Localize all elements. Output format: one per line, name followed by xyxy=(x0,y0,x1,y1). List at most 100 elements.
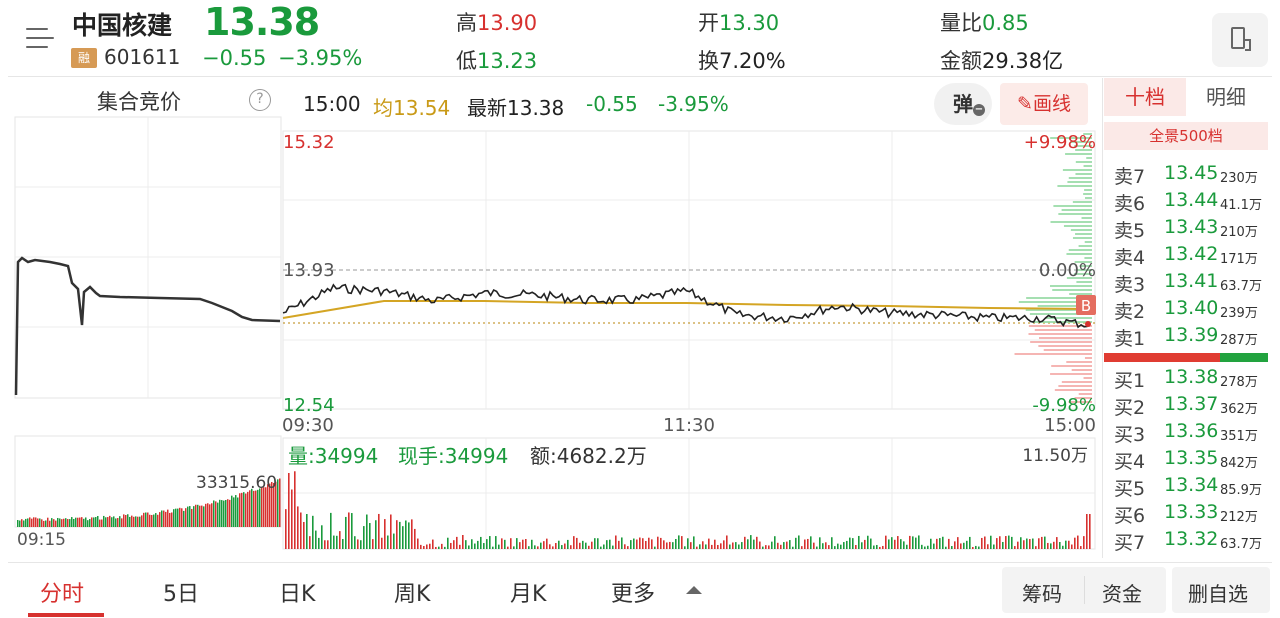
volume-bar xyxy=(930,538,932,549)
bid-label: 买5 xyxy=(1114,478,1146,500)
tab-week-k[interactable]: 周K xyxy=(394,582,431,607)
ask-depth-bar xyxy=(1075,161,1092,163)
x-end-label: 15:00 xyxy=(1044,415,1096,436)
tab-detail[interactable]: 明细 xyxy=(1206,85,1246,109)
volume-bar xyxy=(588,545,590,549)
panorama-500-button[interactable]: 全景500档 xyxy=(1104,122,1268,150)
auction-volume-bar xyxy=(21,519,23,527)
auction-volume-bar xyxy=(259,488,261,527)
ask-row[interactable]: 卖3 13.41 63.7万 xyxy=(1110,270,1270,297)
volume-bar xyxy=(534,545,536,549)
ask-row[interactable]: 卖1 13.39 287万 xyxy=(1110,324,1270,351)
help-icon[interactable]: ? xyxy=(249,89,271,111)
volume-bar xyxy=(1002,541,1004,549)
auction-volume-bar xyxy=(215,501,217,527)
volume-bar xyxy=(408,522,410,549)
volume-bar xyxy=(855,545,857,549)
bid-price: 13.35 xyxy=(1164,447,1219,469)
volume-bar xyxy=(900,539,902,549)
volume-bar xyxy=(1068,540,1070,549)
tab-month-k[interactable]: 月K xyxy=(510,582,547,607)
volume-bar xyxy=(606,540,608,549)
ask-row[interactable]: 卖5 13.43 210万 xyxy=(1110,216,1270,243)
menu-icon[interactable] xyxy=(26,24,58,52)
popup-toggle-button[interactable]: 弹 − xyxy=(934,83,992,125)
remove-watchlist-button[interactable] xyxy=(1172,567,1270,613)
auction-volume-bar xyxy=(17,520,19,527)
tab-intraday[interactable]: 分时 xyxy=(40,582,85,607)
bid-price: 13.32 xyxy=(1164,528,1219,550)
chips-button[interactable]: 筹码 xyxy=(1022,582,1062,606)
auction-volume-bar xyxy=(239,493,241,527)
intraday-chart[interactable]: 33315.60 09:15 15.32 13.93 12.54 +9.98% … xyxy=(0,0,1100,560)
bid-row[interactable]: 买4 13.35 842万 xyxy=(1110,447,1270,474)
caret-up-icon[interactable] xyxy=(686,586,702,594)
volume-bar xyxy=(381,537,383,549)
volume-bar xyxy=(660,537,662,549)
tab-ten-levels[interactable]: 十档 xyxy=(1104,78,1186,116)
volume-bar xyxy=(582,540,584,549)
volume-bar xyxy=(789,540,791,549)
amount-info: 额:4682.2万 xyxy=(530,444,647,468)
volume-bar xyxy=(459,544,461,549)
volume-bar xyxy=(309,536,311,549)
bid-row[interactable]: 买1 13.38 278万 xyxy=(1110,366,1270,393)
tab-five-day[interactable]: 5日 xyxy=(163,582,199,607)
ask-volume: 239万 xyxy=(1220,306,1258,321)
ask-ratio-bar xyxy=(1220,353,1268,362)
ask-label: 卖4 xyxy=(1114,247,1146,269)
volume-bar xyxy=(633,538,635,549)
auction-volume-bar xyxy=(171,512,173,527)
funds-button[interactable]: 资金 xyxy=(1102,582,1142,606)
auction-volume-bar xyxy=(167,509,169,527)
ask-volume: 287万 xyxy=(1220,333,1258,348)
volume-bar xyxy=(471,539,473,549)
auction-volume-bar xyxy=(207,503,209,527)
bid-row[interactable]: 买7 13.32 63.7万 xyxy=(1110,528,1270,555)
tab-more[interactable]: 更多 xyxy=(611,582,656,607)
auction-volume-bar xyxy=(61,519,63,527)
ask-row[interactable]: 卖2 13.40 239万 xyxy=(1110,297,1270,324)
auction-volume-bar xyxy=(43,520,45,527)
volume-bar xyxy=(729,544,731,549)
bid-row[interactable]: 买5 13.34 85.9万 xyxy=(1110,474,1270,501)
ask-depth-bar xyxy=(1045,317,1092,319)
auction-volume-bar xyxy=(73,518,75,527)
auction-volume-bar xyxy=(203,506,205,527)
volume-bar xyxy=(348,512,350,549)
draw-line-button[interactable]: ✎画线 xyxy=(1000,83,1088,125)
volume-bar xyxy=(1053,541,1055,549)
tab-day-k[interactable]: 日K xyxy=(279,582,316,607)
ask-depth-bar xyxy=(1074,261,1092,263)
landscape-toggle-button[interactable] xyxy=(1212,13,1268,67)
volume-bar xyxy=(936,538,938,549)
bid-row[interactable]: 买3 13.36 351万 xyxy=(1110,420,1270,447)
bid-price: 13.37 xyxy=(1164,393,1219,415)
ask-depth-bar xyxy=(1066,277,1092,279)
action-divider xyxy=(1084,576,1085,604)
volume-bar xyxy=(756,536,758,549)
bid-price: 13.34 xyxy=(1164,474,1219,496)
ask-row[interactable]: 卖6 13.44 41.1万 xyxy=(1110,189,1270,216)
auction-volume-bar xyxy=(221,500,223,527)
volume-bar xyxy=(942,536,944,549)
volume-bar xyxy=(636,539,638,549)
bid-row[interactable]: 买2 13.37 362万 xyxy=(1110,393,1270,420)
auction-volume-bar xyxy=(125,515,127,527)
volume-bar xyxy=(873,545,875,549)
bid-depth-bar xyxy=(1028,333,1092,335)
ask-volume: 230万 xyxy=(1220,171,1258,186)
auction-volume-bar xyxy=(51,518,53,527)
bid-depth-bar xyxy=(1030,341,1092,343)
volume-bar xyxy=(387,535,389,549)
auction-volume-bar xyxy=(123,514,125,527)
volume-bar xyxy=(693,536,695,549)
ask-row[interactable]: 卖4 13.42 171万 xyxy=(1110,243,1270,270)
volume-bar xyxy=(306,514,308,549)
volume-bar xyxy=(1071,544,1073,549)
ask-price: 13.41 xyxy=(1164,270,1219,292)
volume-bar xyxy=(603,544,605,549)
bid-row[interactable]: 买6 13.33 212万 xyxy=(1110,501,1270,528)
ask-row[interactable]: 卖7 13.45 230万 xyxy=(1110,162,1270,189)
bid-depth-bar xyxy=(1028,325,1092,327)
